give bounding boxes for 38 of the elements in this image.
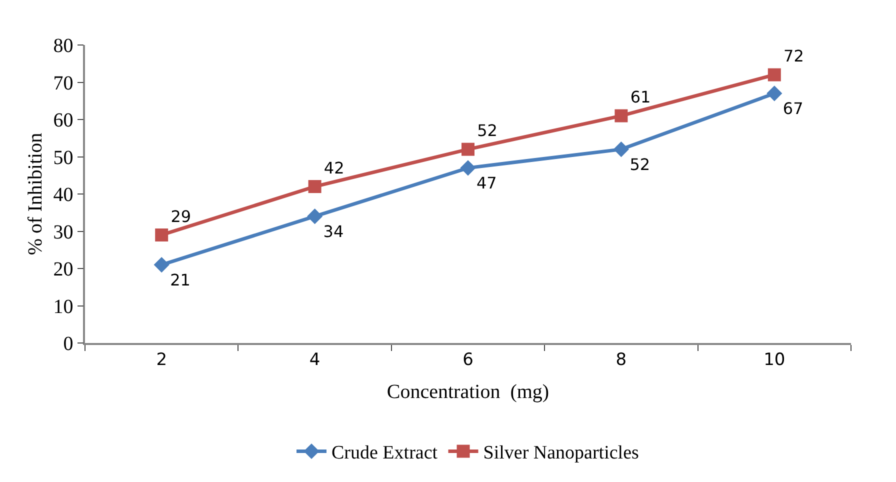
point <box>155 228 168 242</box>
point <box>613 142 629 158</box>
x-axis-title: Concentration (mg) <box>386 381 550 404</box>
legend-label: Silver Nanoparticles <box>483 442 639 464</box>
x-tick-label: 10 <box>764 350 786 370</box>
data-label: 34 <box>323 222 344 241</box>
data-label: 61 <box>630 88 651 107</box>
legend-label: Crude Extract <box>332 442 438 464</box>
data-label: 47 <box>476 173 497 192</box>
x-tick-label: 8 <box>616 350 627 370</box>
y-tick-label: 10 <box>53 296 74 318</box>
y-tick-label: 60 <box>53 110 74 132</box>
point <box>462 142 474 156</box>
data-label: 52 <box>477 121 498 140</box>
y-tick-label: 80 <box>53 35 74 57</box>
y-tick-label: 0 <box>63 333 74 355</box>
x-tick-label: 6 <box>462 350 474 370</box>
point <box>460 160 476 176</box>
point <box>766 86 782 102</box>
y-axis-title: % of Inhibition <box>24 132 46 256</box>
data-label: 52 <box>630 154 650 174</box>
data-label: 67 <box>782 98 804 118</box>
point <box>308 180 322 194</box>
point <box>614 109 628 122</box>
y-tick-label: 20 <box>53 258 74 280</box>
point <box>307 208 323 224</box>
point <box>768 68 781 82</box>
y-tick-label: 30 <box>53 221 74 244</box>
data-label: 29 <box>170 206 192 226</box>
y-tick-label: 70 <box>53 72 74 94</box>
y-tick-label: 50 <box>53 146 74 169</box>
y-tick-label: 40 <box>53 184 74 206</box>
point <box>154 256 170 273</box>
data-label: 21 <box>170 270 190 290</box>
data-label: 42 <box>324 158 344 178</box>
data-label: 72 <box>784 46 804 66</box>
x-tick-label: 2 <box>156 350 168 370</box>
x-tick-label: 4 <box>309 350 320 370</box>
